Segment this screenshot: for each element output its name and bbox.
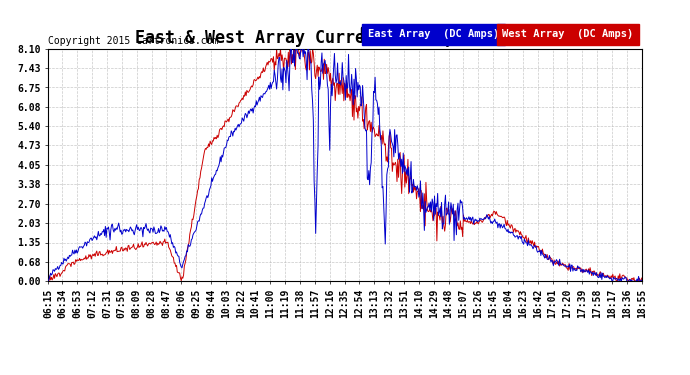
Legend: East Array  (DC Amps), West Array  (DC Amps): East Array (DC Amps), West Array (DC Amp… (362, 26, 636, 42)
Title: East & West Array Current Sun Apr 12 19:05: East & West Array Current Sun Apr 12 19:… (135, 29, 555, 47)
Text: Copyright 2015 Cartronics.com: Copyright 2015 Cartronics.com (48, 36, 219, 46)
